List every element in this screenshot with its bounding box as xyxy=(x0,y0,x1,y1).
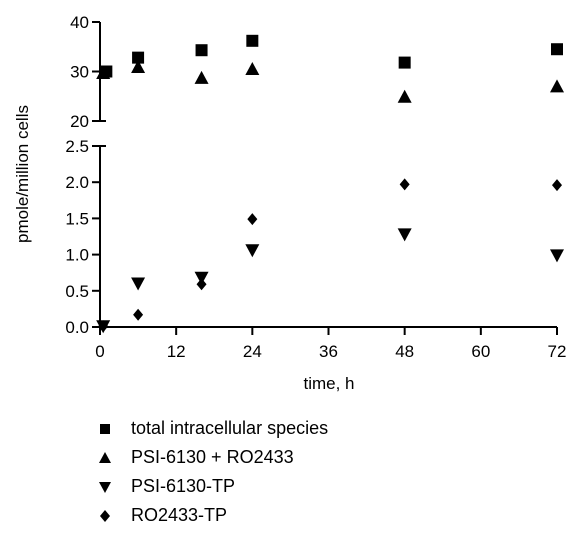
y-tick-label: 1.5 xyxy=(65,209,89,228)
triangle-down-point xyxy=(245,244,260,258)
legend-item: PSI-6130 + RO2433 xyxy=(92,443,328,472)
diamond-point xyxy=(552,179,562,192)
tick-labels: 20 30 40 0.0 0.5 1.0 1.5 2.0 2.5 0 12 24 36 48 60 72 xyxy=(65,13,566,361)
diamond-point xyxy=(399,178,410,191)
triangle-up-point xyxy=(245,62,260,76)
triangle-down-point xyxy=(194,271,209,285)
axes xyxy=(92,21,558,335)
diamond-point xyxy=(133,308,144,321)
y-axis-label: pmole/million cells xyxy=(13,105,32,243)
square-point xyxy=(132,51,145,64)
square-marker-icon xyxy=(100,423,110,434)
legend-label: PSI-6130 + RO2433 xyxy=(131,447,294,467)
y-tick-label: 1.0 xyxy=(65,246,89,265)
square-point xyxy=(246,34,259,47)
square-point xyxy=(398,56,411,69)
triangle-up-point xyxy=(96,65,111,79)
legend: total intracellular species PSI-6130 + R… xyxy=(92,414,328,530)
diamond-point xyxy=(247,213,258,226)
y-tick-label: 20 xyxy=(70,112,89,131)
legend-label: RO2433-TP xyxy=(131,505,228,525)
y-tick-label: 0.0 xyxy=(65,318,89,337)
square-point xyxy=(551,43,563,56)
x-tick-label: 0 xyxy=(95,342,104,361)
y-tick-label: 2.0 xyxy=(65,173,89,192)
triangle-up-point xyxy=(550,79,564,93)
triangle-up-marker-icon xyxy=(99,451,111,463)
diamond-point xyxy=(98,320,109,333)
x-tick-label: 60 xyxy=(471,342,490,361)
diamond-marker-icon xyxy=(100,509,110,522)
legend-label: PSI-6130-TP xyxy=(131,476,236,496)
y-tick-label: 2.5 xyxy=(65,137,89,156)
diamond-point xyxy=(196,278,207,291)
triangle-down-point xyxy=(550,249,564,263)
triangle-down-point xyxy=(397,228,412,242)
legend-item: RO2433-TP xyxy=(92,501,328,530)
square-point xyxy=(195,44,208,57)
legend-label: total intracellular species xyxy=(131,418,329,438)
x-tick-label: 48 xyxy=(395,342,414,361)
triangle-down-marker-icon xyxy=(99,481,111,493)
y-tick-label: 30 xyxy=(70,63,89,82)
triangle-down-point xyxy=(131,277,146,291)
y-tick-label: 0.5 xyxy=(65,282,89,301)
y-tick-label: 40 xyxy=(70,13,89,32)
triangle-up-point xyxy=(131,60,146,74)
x-axis-label: time, h xyxy=(303,374,354,393)
x-tick-label: 12 xyxy=(167,342,186,361)
x-tick-label: 36 xyxy=(319,342,338,361)
x-tick-label: 72 xyxy=(548,342,567,361)
legend-item: total intracellular species xyxy=(92,414,328,443)
x-tick-label: 24 xyxy=(243,342,262,361)
legend-item: PSI-6130-TP xyxy=(92,472,328,501)
triangle-up-point xyxy=(194,70,209,84)
data-points xyxy=(96,34,564,334)
triangle-up-point xyxy=(397,89,412,103)
